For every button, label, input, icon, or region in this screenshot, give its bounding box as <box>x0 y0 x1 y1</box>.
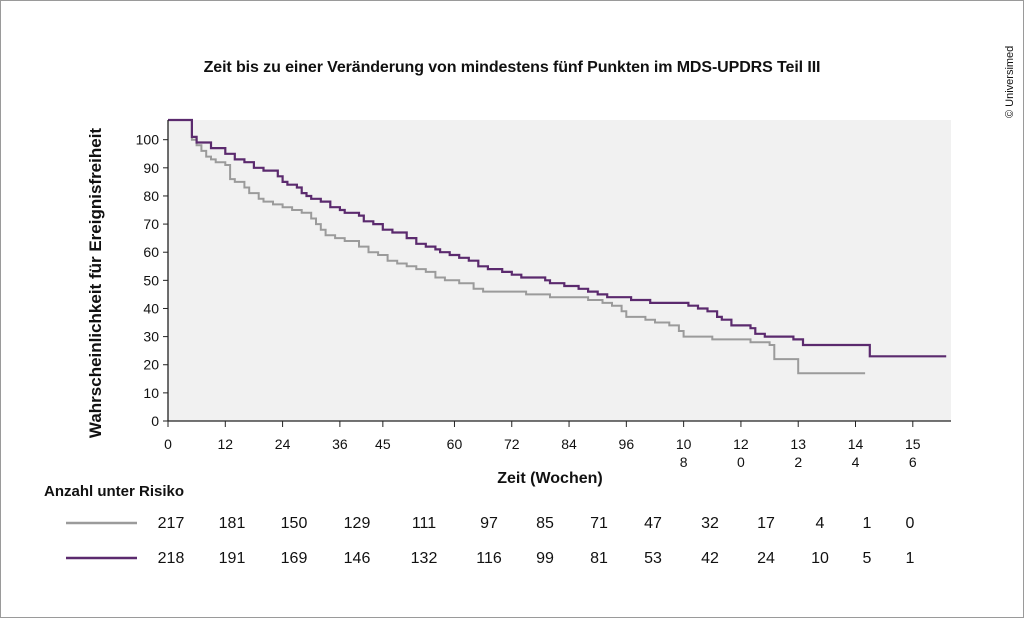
y-tick-label: 80 <box>143 188 159 204</box>
risk-cell: 32 <box>701 515 719 532</box>
risk-cell: 181 <box>219 515 246 532</box>
risk-cell: 81 <box>590 550 608 567</box>
x-tick-label: 8 <box>680 454 688 470</box>
risk-cell: 1 <box>863 515 872 532</box>
risk-cell: 150 <box>281 515 308 532</box>
risk-cell: 191 <box>219 550 246 567</box>
x-tick-label: 45 <box>375 436 391 452</box>
x-tick-label: 72 <box>504 436 520 452</box>
series-line-2 <box>168 118 947 358</box>
risk-table-title: Anzahl unter Risiko <box>44 483 185 500</box>
x-tick-label: 14 <box>848 436 864 452</box>
x-tick-label: 96 <box>619 436 635 452</box>
risk-cell: 99 <box>536 550 554 567</box>
x-tick-label: 13 <box>790 436 806 452</box>
risk-cell: 1 <box>906 550 915 567</box>
risk-cell: 217 <box>158 515 185 532</box>
series-line-1 <box>168 119 866 375</box>
y-tick-label: 90 <box>143 160 159 176</box>
risk-cell: 17 <box>757 515 775 532</box>
risk-cell: 111 <box>412 515 436 532</box>
y-tick-label: 30 <box>143 329 159 345</box>
y-tick-label: 60 <box>143 244 159 260</box>
risk-cell: 4 <box>816 515 825 532</box>
risk-cell: 10 <box>811 550 829 567</box>
plot-background <box>168 120 951 421</box>
y-tick-label: 70 <box>143 216 159 232</box>
risk-cell: 42 <box>701 550 719 567</box>
y-tick-label: 100 <box>136 132 160 148</box>
y-tick-label: 10 <box>143 385 159 401</box>
series-layer <box>168 118 947 375</box>
x-axis-label: Zeit (Wochen) <box>497 470 603 487</box>
x-tick-label: 4 <box>852 454 860 470</box>
y-tick-label: 0 <box>151 413 159 429</box>
x-tick-label: 15 <box>905 436 921 452</box>
risk-cell: 169 <box>281 550 308 567</box>
risk-cell: 24 <box>757 550 775 567</box>
risk-cell: 53 <box>644 550 662 567</box>
x-tick-label: 12 <box>733 436 749 452</box>
risk-cell: 85 <box>536 515 554 532</box>
risk-cell: 129 <box>344 515 371 532</box>
x-tick-label: 0 <box>737 454 745 470</box>
x-tick-label: 6 <box>909 454 917 470</box>
risk-cell: 71 <box>590 515 608 532</box>
risk-cell: 116 <box>476 550 502 567</box>
x-tick-label: 84 <box>561 436 577 452</box>
y-tick-label: 50 <box>143 272 159 288</box>
risk-cell: 132 <box>411 550 438 567</box>
x-tick-label: 10 <box>676 436 692 452</box>
x-tick-label: 60 <box>447 436 463 452</box>
risk-cell: 47 <box>644 515 662 532</box>
risk-cell: 97 <box>480 515 498 532</box>
risk-cell: 146 <box>344 550 371 567</box>
y-tick-label: 40 <box>143 300 159 316</box>
risk-cell: 218 <box>158 550 185 567</box>
risk-cell: 0 <box>906 515 915 532</box>
x-tick-label: 0 <box>164 436 172 452</box>
x-tick-label: 2 <box>794 454 802 470</box>
chart-title: Zeit bis zu einer Veränderung von mindes… <box>203 59 821 76</box>
y-tick-label: 20 <box>143 357 159 373</box>
risk-cell: 5 <box>863 550 872 567</box>
x-tick-label: 36 <box>332 436 348 452</box>
x-tick-label: 12 <box>218 436 234 452</box>
x-tick-label: 24 <box>275 436 291 452</box>
